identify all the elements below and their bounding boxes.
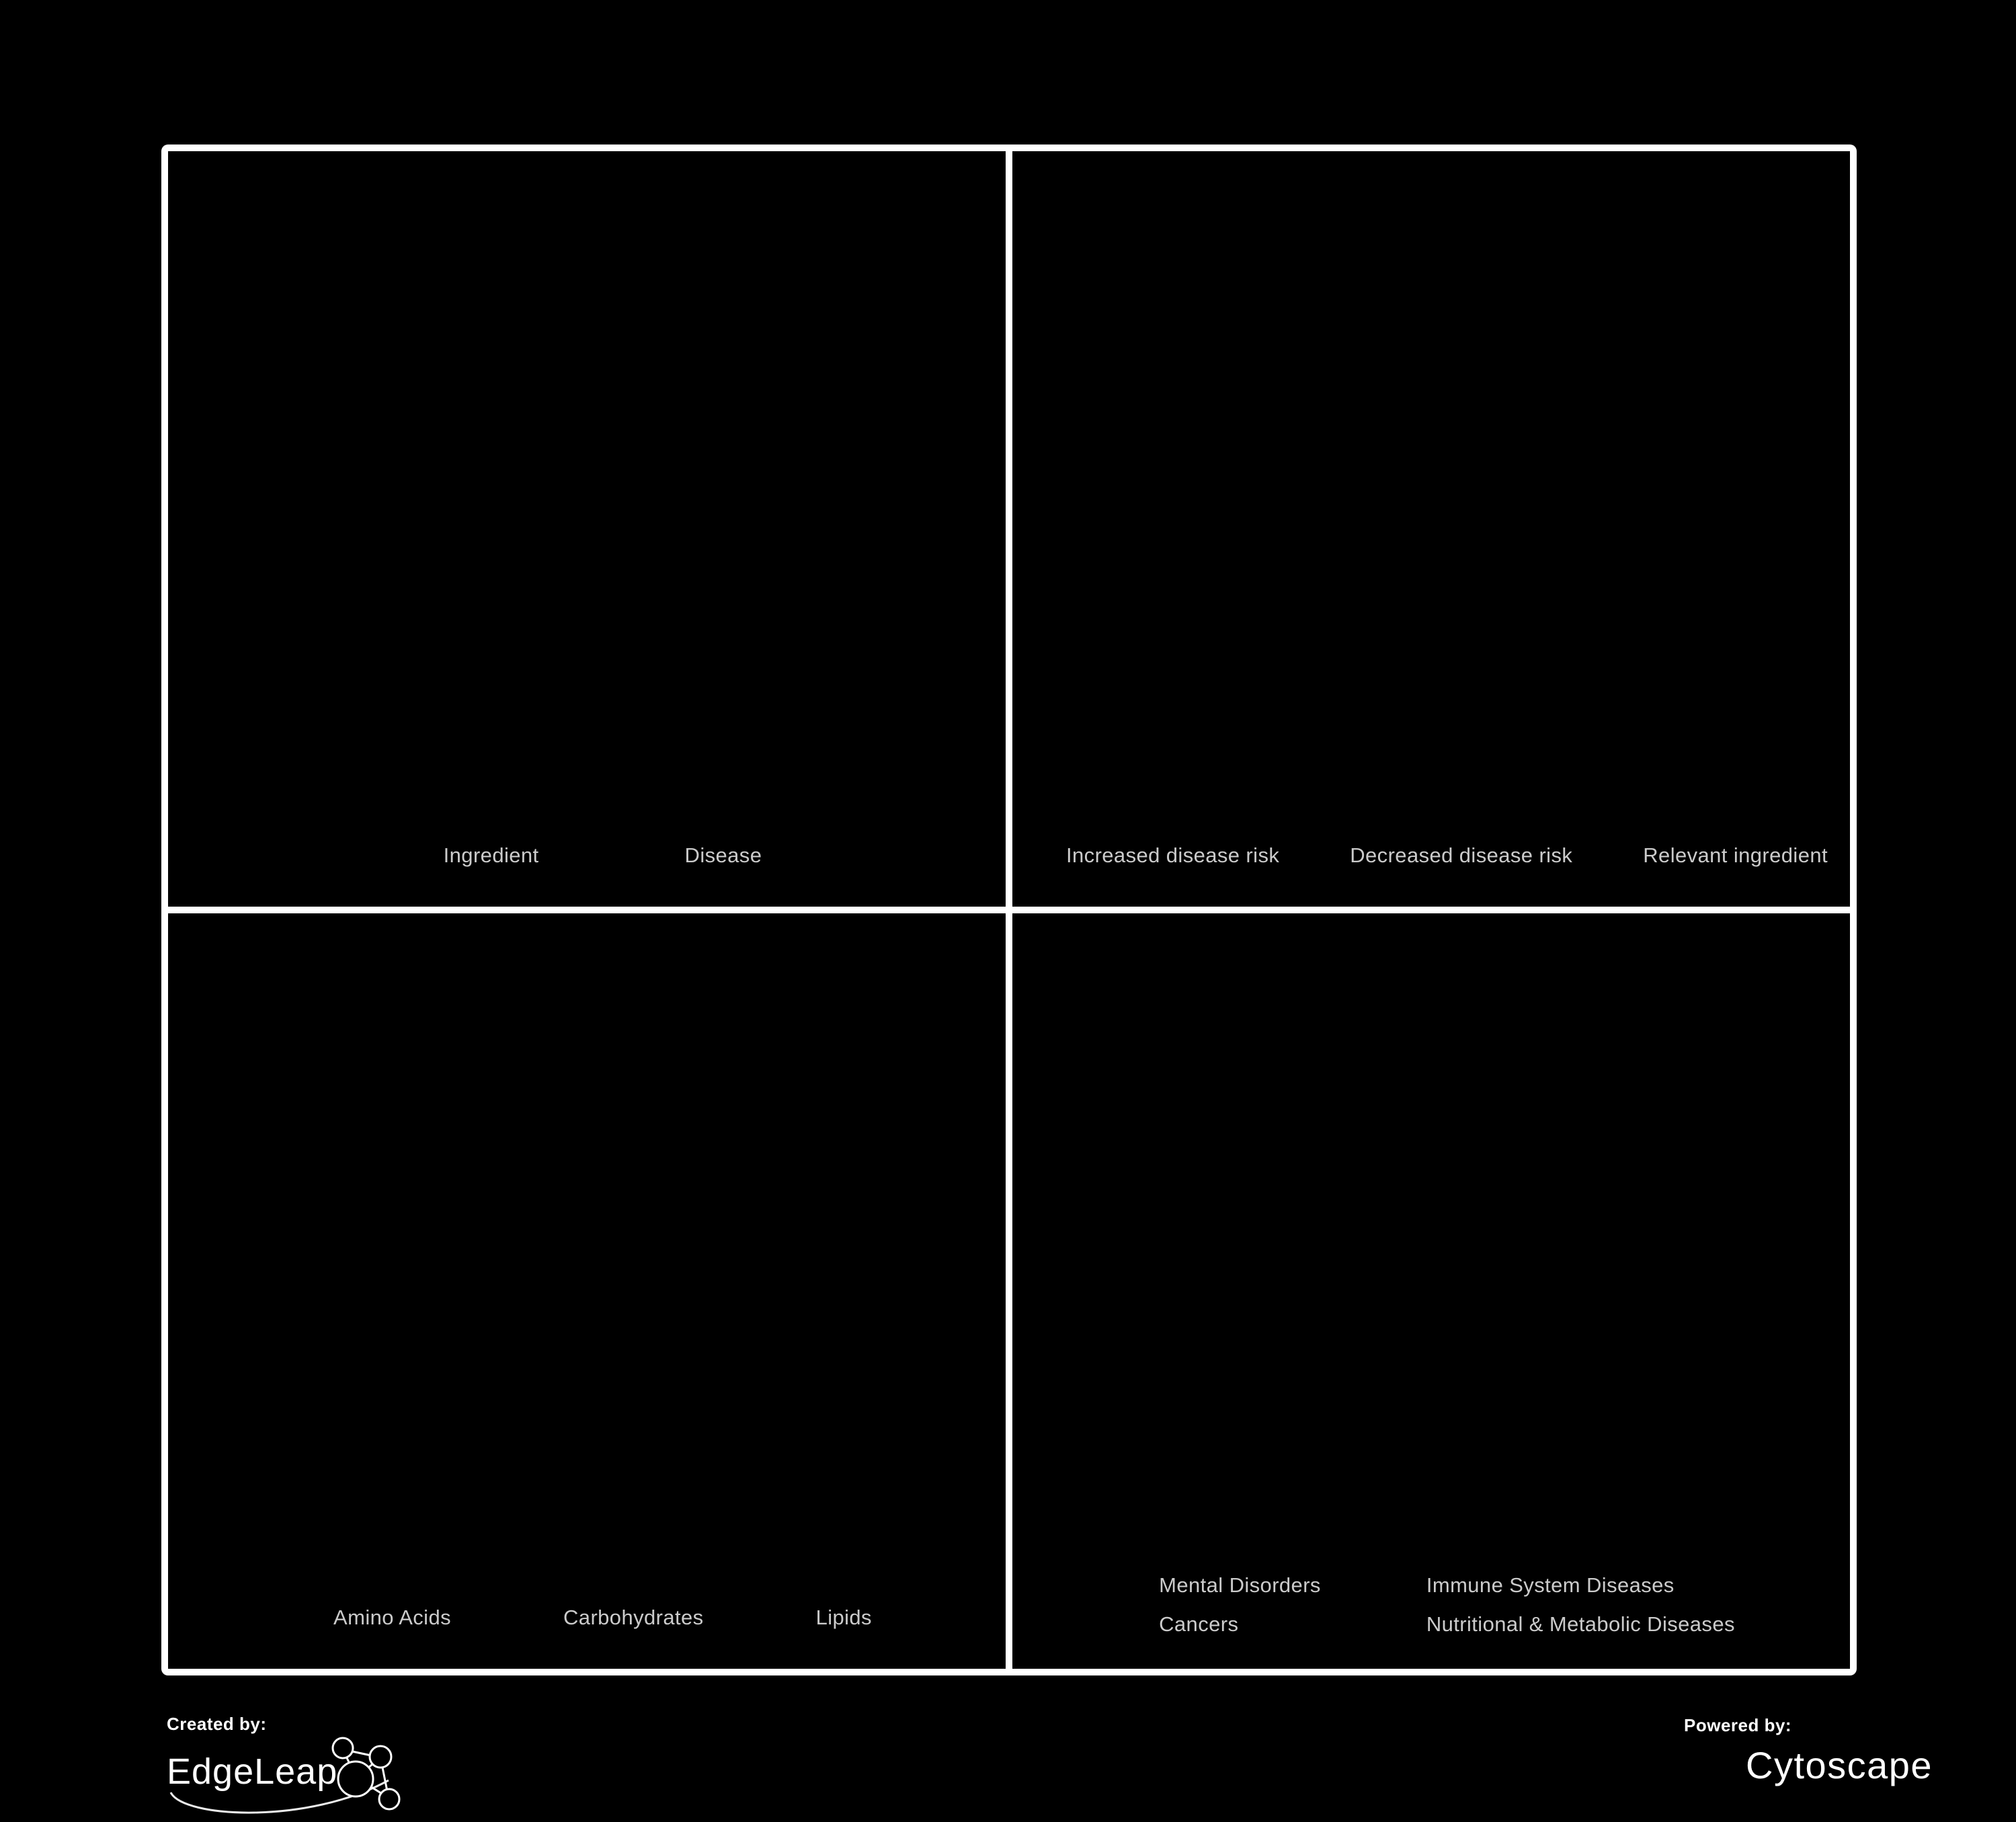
legend-ingredient-disease: Ingredient Disease xyxy=(168,837,1006,907)
legend-label: Ingredient xyxy=(443,843,539,867)
lipids-marker-icon xyxy=(784,1608,803,1628)
legend-disease-risk: Increased disease risk Decreased disease… xyxy=(1012,837,1850,907)
legend-item: Cancers xyxy=(1127,1612,1321,1637)
legend-disease-categories: Mental Disorders Immune System Diseases … xyxy=(1012,1569,1850,1669)
cancers-marker-icon xyxy=(1127,1614,1145,1635)
edgeleap-lockup: EdgeLeap xyxy=(167,1736,422,1822)
decreased-risk-marker-icon xyxy=(1318,845,1336,866)
legend-item: Nutritional & Metabolic Diseases xyxy=(1395,1612,1735,1637)
network-canvas-disease-risk xyxy=(1012,151,1214,252)
cytoscape-network-icon xyxy=(1685,1742,1731,1786)
network-canvas-ingredient-disease xyxy=(168,151,370,252)
legend-label: Increased disease risk xyxy=(1066,843,1280,867)
legend-label: Mental Disorders xyxy=(1159,1573,1321,1597)
cytoscape-logo: Powered by: Cytoscape xyxy=(1684,1715,1933,1791)
amino-acids-marker-icon xyxy=(302,1608,320,1628)
legend-label: Amino Acids xyxy=(333,1606,452,1629)
ingredient-marker-icon xyxy=(412,845,430,866)
nutritional-metabolic-marker-icon xyxy=(1395,1614,1413,1635)
legend-item: Lipids xyxy=(784,1606,872,1630)
legend-item: Immune System Diseases xyxy=(1395,1573,1735,1598)
legend-nutrient-categories: Amino Acids Carbohydrates Lipids xyxy=(168,1599,1006,1669)
legend-item: Relevant ingredient xyxy=(1611,843,1828,868)
legend-item: Mental Disorders xyxy=(1127,1573,1321,1598)
network-canvas-nutrient-categories xyxy=(168,913,370,1014)
legend-item: Increased disease risk xyxy=(1035,843,1279,868)
legend-item: Decreased disease risk xyxy=(1318,843,1572,868)
legend-label: Cancers xyxy=(1159,1612,1239,1636)
network-area-nutrient-categories xyxy=(168,913,1006,1599)
edgeleap-wordmark: EdgeLeap xyxy=(167,1751,338,1792)
panel-disease-risk: Increased disease risk Decreased disease… xyxy=(1012,151,1850,907)
network-area-disease-risk xyxy=(1012,151,1850,837)
legend-label: Disease xyxy=(684,843,762,867)
immune-diseases-marker-icon xyxy=(1395,1575,1413,1596)
panel-ingredient-disease: Ingredient Disease xyxy=(168,151,1006,907)
legend-label: Relevant ingredient xyxy=(1643,843,1828,867)
legend-label: Immune System Diseases xyxy=(1426,1573,1675,1597)
cytoscape-lockup: Cytoscape xyxy=(1684,1739,1933,1791)
legend-item: Carbohydrates xyxy=(532,1606,704,1630)
panel-disease-categories: Mental Disorders Immune System Diseases … xyxy=(1012,913,1850,1669)
increased-risk-marker-icon xyxy=(1035,845,1053,866)
powered-by-label: Powered by: xyxy=(1684,1715,1792,1735)
network-area-disease-categories xyxy=(1012,913,1850,1569)
legend-item: Amino Acids xyxy=(302,1606,451,1630)
legend-item: Ingredient xyxy=(412,843,539,868)
legend-label: Decreased disease risk xyxy=(1350,843,1573,867)
legend-label: Lipids xyxy=(815,1606,872,1629)
mental-disorders-marker-icon xyxy=(1127,1575,1145,1596)
edgeleap-logo: Created by: EdgeLeap xyxy=(167,1714,422,1822)
carbohydrates-marker-icon xyxy=(532,1608,550,1628)
network-area-ingredient-disease xyxy=(168,151,1006,837)
legend-label: Carbohydrates xyxy=(563,1606,704,1629)
legend-item: Disease xyxy=(653,843,762,868)
disease-marker-icon xyxy=(653,845,672,866)
panel-nutrient-categories: Amino Acids Carbohydrates Lipids xyxy=(168,913,1006,1669)
legend-label: Nutritional & Metabolic Diseases xyxy=(1426,1612,1735,1636)
relevant-ingredient-marker-icon xyxy=(1611,845,1629,866)
cytoscape-wordmark: Cytoscape xyxy=(1746,1743,1933,1786)
edgeleap-network-icon xyxy=(169,1737,401,1814)
network-canvas-disease-categories xyxy=(1012,913,1214,1014)
created-by-label: Created by: xyxy=(167,1714,267,1734)
four-panel-network-figure: Ingredient Disease Increased disease ris… xyxy=(161,144,1857,1675)
